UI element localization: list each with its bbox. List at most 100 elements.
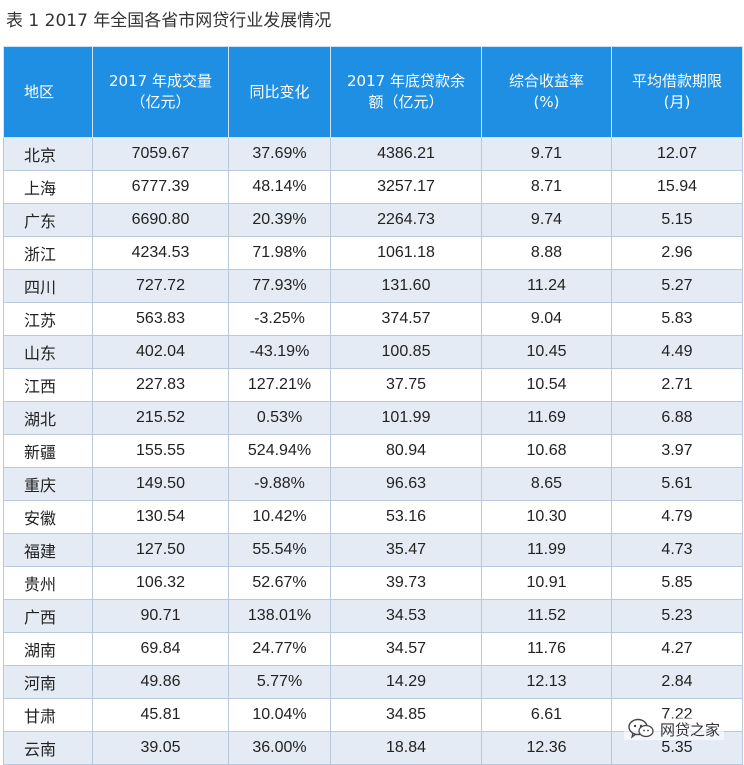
yoy-change-cell: 52.67% xyxy=(228,566,331,600)
table-row: 浙江 4234.53 71.98% 1061.18 8.88 2.96 xyxy=(3,236,743,270)
region-cell: 江西 xyxy=(3,368,93,402)
volume-cell: 127.50 xyxy=(92,533,229,567)
yield-rate-cell: 9.71 xyxy=(481,137,612,171)
table-row: 重庆 149.50 -9.88% 96.63 8.65 5.61 xyxy=(3,467,743,501)
loan-balance-cell: 37.75 xyxy=(330,368,482,402)
yoy-change-cell: 0.53% xyxy=(228,401,331,435)
yield-rate-cell: 11.76 xyxy=(481,632,612,666)
region-cell: 新疆 xyxy=(3,434,93,468)
column-header-avg-term: 平均借款期限 (月) xyxy=(611,46,743,138)
region-cell: 安徽 xyxy=(3,500,93,534)
table-row: 江苏 563.83 -3.25% 374.57 9.04 5.83 xyxy=(3,302,743,336)
yoy-change-cell: 10.42% xyxy=(228,500,331,534)
yoy-change-cell: 24.77% xyxy=(228,632,331,666)
loan-balance-cell: 131.60 xyxy=(330,269,482,303)
watermark-text: 网贷之家 xyxy=(659,720,720,739)
volume-cell: 149.50 xyxy=(92,467,229,501)
yield-rate-cell: 12.36 xyxy=(481,731,612,765)
loan-balance-cell: 96.63 xyxy=(330,467,482,501)
region-cell: 湖南 xyxy=(3,632,93,666)
table-row: 河南 49.86 5.77% 14.29 12.13 2.84 xyxy=(3,665,743,699)
yield-rate-cell: 11.24 xyxy=(481,269,612,303)
volume-cell: 7059.67 xyxy=(92,137,229,171)
loan-balance-cell: 53.16 xyxy=(330,500,482,534)
avg-term-cell: 2.71 xyxy=(611,368,743,402)
loan-balance-cell: 35.47 xyxy=(330,533,482,567)
volume-cell: 39.05 xyxy=(92,731,229,765)
yield-rate-cell: 10.54 xyxy=(481,368,612,402)
yield-rate-cell: 9.04 xyxy=(481,302,612,336)
column-header-yield-rate: 综合收益率 (%) xyxy=(481,46,612,138)
table-row: 安徽 130.54 10.42% 53.16 10.30 4.79 xyxy=(3,500,743,534)
volume-cell: 402.04 xyxy=(92,335,229,369)
avg-term-cell: 5.83 xyxy=(611,302,743,336)
region-cell: 福建 xyxy=(3,533,93,567)
column-header-volume: 2017 年成交量 （亿元） xyxy=(92,46,229,138)
loan-balance-cell: 1061.18 xyxy=(330,236,482,270)
table-row: 四川 727.72 77.93% 131.60 11.24 5.27 xyxy=(3,269,743,303)
yoy-change-cell: 20.39% xyxy=(228,203,331,237)
yield-rate-cell: 8.71 xyxy=(481,170,612,204)
yield-rate-cell: 10.68 xyxy=(481,434,612,468)
yield-rate-cell: 10.45 xyxy=(481,335,612,369)
avg-term-cell: 5.27 xyxy=(611,269,743,303)
volume-cell: 45.81 xyxy=(92,698,229,732)
region-cell: 云南 xyxy=(3,731,93,765)
data-table: 地区 2017 年成交量 （亿元） 同比变化 2017 年底贷款余 额（亿元） … xyxy=(3,46,743,765)
yoy-change-cell: 77.93% xyxy=(228,269,331,303)
avg-term-cell: 6.88 xyxy=(611,401,743,435)
avg-term-cell: 15.94 xyxy=(611,170,743,204)
avg-term-cell: 5.85 xyxy=(611,566,743,600)
yoy-change-cell: 55.54% xyxy=(228,533,331,567)
yield-rate-cell: 8.88 xyxy=(481,236,612,270)
region-cell: 甘肃 xyxy=(3,698,93,732)
volume-cell: 727.72 xyxy=(92,269,229,303)
region-cell: 江苏 xyxy=(3,302,93,336)
yoy-change-cell: -3.25% xyxy=(228,302,331,336)
yoy-change-cell: 37.69% xyxy=(228,137,331,171)
yoy-change-cell: 127.21% xyxy=(228,368,331,402)
yoy-change-cell: 524.94% xyxy=(228,434,331,468)
loan-balance-cell: 34.53 xyxy=(330,599,482,633)
region-cell: 广西 xyxy=(3,599,93,633)
region-cell: 北京 xyxy=(3,137,93,171)
region-cell: 重庆 xyxy=(3,467,93,501)
avg-term-cell: 5.61 xyxy=(611,467,743,501)
wechat-icon xyxy=(628,718,654,739)
loan-balance-cell: 80.94 xyxy=(330,434,482,468)
volume-cell: 6777.39 xyxy=(92,170,229,204)
avg-term-cell: 4.49 xyxy=(611,335,743,369)
yield-rate-cell: 6.61 xyxy=(481,698,612,732)
avg-term-cell: 5.15 xyxy=(611,203,743,237)
yoy-change-cell: -9.88% xyxy=(228,467,331,501)
region-cell: 湖北 xyxy=(3,401,93,435)
loan-balance-cell: 2264.73 xyxy=(330,203,482,237)
region-cell: 上海 xyxy=(3,170,93,204)
loan-balance-cell: 3257.17 xyxy=(330,170,482,204)
loan-balance-cell: 100.85 xyxy=(330,335,482,369)
avg-term-cell: 2.84 xyxy=(611,665,743,699)
header-row: 地区 2017 年成交量 （亿元） 同比变化 2017 年底贷款余 额（亿元） … xyxy=(3,46,743,138)
avg-term-cell: 2.96 xyxy=(611,236,743,270)
avg-term-cell: 5.23 xyxy=(611,599,743,633)
yield-rate-cell: 11.99 xyxy=(481,533,612,567)
yield-rate-cell: 9.74 xyxy=(481,203,612,237)
loan-balance-cell: 14.29 xyxy=(330,665,482,699)
table-row: 贵州 106.32 52.67% 39.73 10.91 5.85 xyxy=(3,566,743,600)
volume-cell: 215.52 xyxy=(92,401,229,435)
region-cell: 广东 xyxy=(3,203,93,237)
volume-cell: 90.71 xyxy=(92,599,229,633)
yield-rate-cell: 10.91 xyxy=(481,566,612,600)
volume-cell: 227.83 xyxy=(92,368,229,402)
yoy-change-cell: 48.14% xyxy=(228,170,331,204)
volume-cell: 563.83 xyxy=(92,302,229,336)
table-row: 北京 7059.67 37.69% 4386.21 9.71 12.07 xyxy=(3,137,743,171)
loan-balance-cell: 34.57 xyxy=(330,632,482,666)
table-row: 江西 227.83 127.21% 37.75 10.54 2.71 xyxy=(3,368,743,402)
watermark: 网贷之家 xyxy=(623,718,724,740)
volume-cell: 155.55 xyxy=(92,434,229,468)
yield-rate-cell: 12.13 xyxy=(481,665,612,699)
avg-term-cell: 4.73 xyxy=(611,533,743,567)
yield-rate-cell: 11.52 xyxy=(481,599,612,633)
table-body: 北京 7059.67 37.69% 4386.21 9.71 12.07 上海 6777.39… xyxy=(3,137,743,765)
